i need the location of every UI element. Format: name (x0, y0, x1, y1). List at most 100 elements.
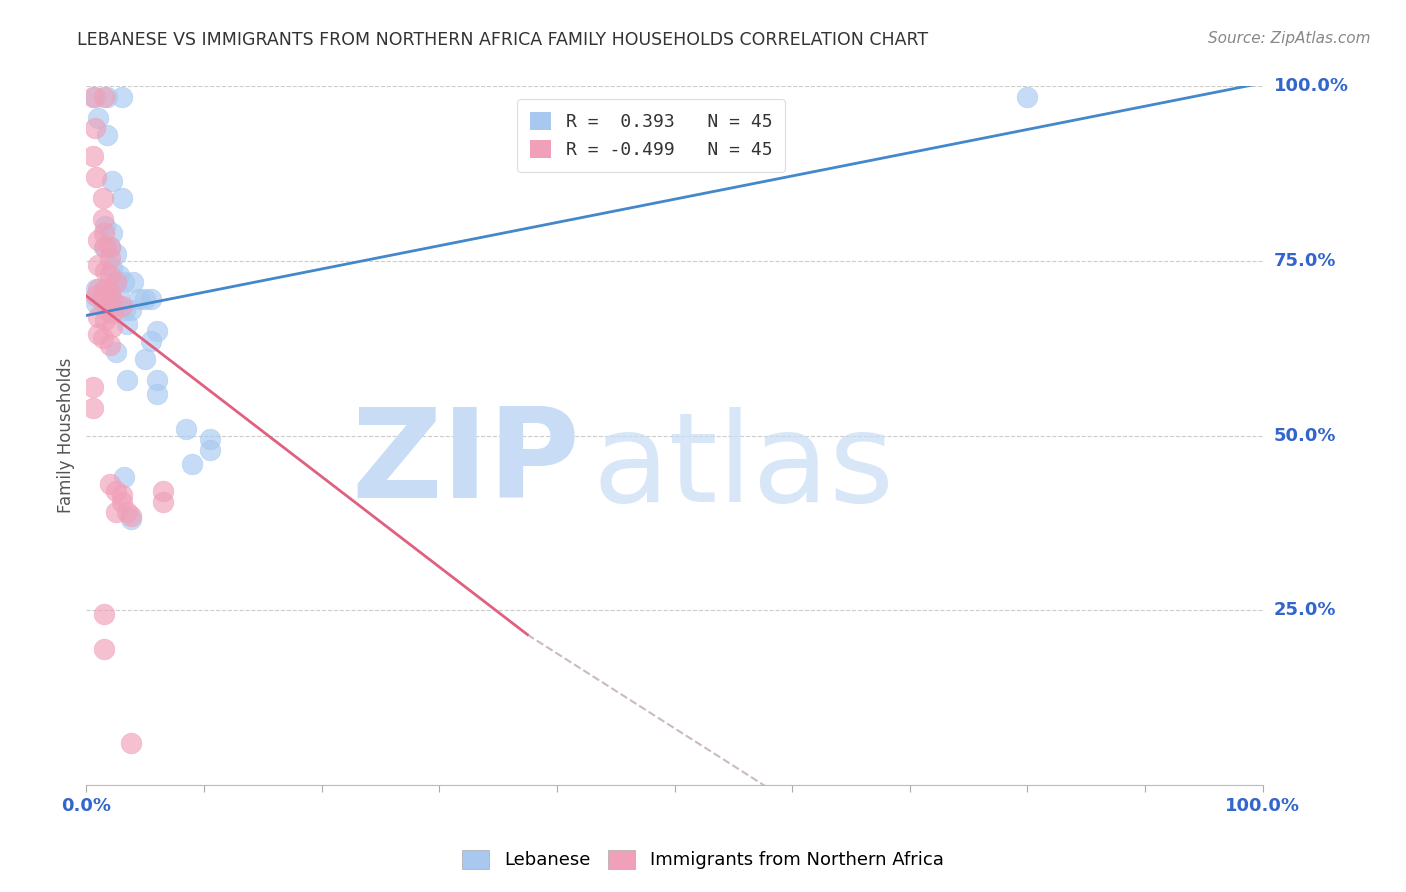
Point (112, 470, 135, 484)
Point (98, 285, 121, 300)
Point (82, 380, 104, 394)
Point (84, 296, 107, 310)
Point (134, 351, 156, 366)
Point (87, 310, 110, 324)
Point (198, 432, 221, 446)
Point (146, 386, 169, 401)
Point (104, 505, 127, 519)
Point (82, 401, 104, 415)
Point (98, 289, 121, 303)
Point (128, 293, 150, 307)
Point (93, 226, 115, 240)
Point (117, 373, 139, 387)
Point (91, 212, 114, 227)
Point (104, 344, 127, 359)
Point (94, 264, 117, 278)
Point (146, 324, 169, 338)
Point (181, 457, 204, 471)
Point (120, 508, 142, 523)
Point (112, 275, 135, 289)
Point (134, 293, 156, 307)
Text: ZIP: ZIP (352, 403, 581, 524)
Point (87, 282, 110, 296)
Legend: Lebanese, Immigrants from Northern Africa: Lebanese, Immigrants from Northern Afric… (453, 841, 953, 879)
Point (122, 275, 145, 289)
Point (93, 282, 115, 296)
Text: 50.0%: 50.0% (1274, 426, 1336, 444)
Point (110, 90, 132, 104)
Point (108, 268, 131, 282)
Point (96, 90, 118, 104)
Point (91, 296, 114, 310)
Point (101, 260, 124, 275)
Point (152, 495, 174, 509)
Point (98, 338, 121, 352)
Point (98, 240, 121, 254)
Point (174, 422, 197, 436)
Text: 75.0%: 75.0% (1274, 252, 1336, 270)
Point (93, 607, 115, 621)
Point (101, 226, 124, 240)
Point (93, 90, 115, 104)
Point (84, 170, 107, 185)
Point (96, 128, 118, 143)
Point (108, 300, 131, 314)
Text: LEBANESE VS IMMIGRANTS FROM NORTHERN AFRICA FAMILY HOUSEHOLDS CORRELATION CHART: LEBANESE VS IMMIGRANTS FROM NORTHERN AFR… (77, 31, 928, 49)
Point (94, 219, 117, 233)
Point (98, 240, 121, 254)
Point (94, 313, 117, 327)
Point (120, 736, 142, 750)
Point (84, 289, 107, 303)
Point (110, 495, 132, 509)
Point (87, 233, 110, 247)
Point (98, 296, 121, 310)
Point (87, 111, 110, 125)
Point (87, 327, 110, 342)
Point (91, 289, 114, 303)
Point (84, 282, 107, 296)
Point (91, 191, 114, 205)
Point (91, 331, 114, 345)
Point (82, 149, 104, 163)
Point (94, 240, 117, 254)
Point (93, 240, 115, 254)
Point (101, 306, 124, 320)
Point (114, 302, 136, 317)
Point (98, 268, 121, 282)
Point (82, 90, 104, 104)
Point (101, 174, 124, 188)
Point (110, 300, 132, 314)
Y-axis label: Family Households: Family Households (58, 358, 75, 513)
Legend: R =  0.393   N = 45, R = -0.499   N = 45: R = 0.393 N = 45, R = -0.499 N = 45 (517, 99, 785, 172)
Point (120, 512, 142, 526)
Point (139, 293, 162, 307)
Point (101, 320, 124, 334)
Point (104, 275, 127, 289)
Point (117, 505, 139, 519)
Point (1017, 90, 1039, 104)
Point (110, 488, 132, 502)
Text: Source: ZipAtlas.com: Source: ZipAtlas.com (1208, 31, 1371, 46)
Point (110, 191, 132, 205)
Point (98, 477, 121, 491)
Point (93, 641, 115, 656)
Point (117, 317, 139, 331)
Point (96, 302, 118, 317)
Text: 100.0%: 100.0% (1274, 78, 1348, 95)
Text: atlas: atlas (592, 407, 894, 527)
Point (139, 334, 162, 349)
Point (87, 258, 110, 272)
Point (101, 293, 124, 307)
Point (152, 484, 174, 499)
Point (104, 275, 127, 289)
Point (104, 247, 127, 261)
Point (108, 289, 131, 303)
Point (146, 373, 169, 387)
Point (104, 484, 127, 499)
Point (120, 302, 142, 317)
Point (83, 90, 105, 104)
Point (198, 442, 221, 457)
Point (98, 251, 121, 265)
Text: 25.0%: 25.0% (1274, 601, 1336, 619)
Point (83, 121, 105, 136)
